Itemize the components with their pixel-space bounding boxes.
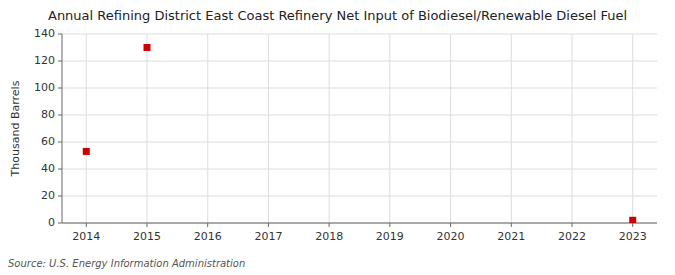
x-grid-line	[329, 34, 330, 223]
x-tick-label: 2016	[194, 230, 222, 243]
y-tick	[58, 34, 62, 35]
x-tick-label: 2015	[133, 230, 161, 243]
x-grid-line	[511, 34, 512, 223]
y-axis-label: Thousand Barrels	[9, 80, 22, 177]
x-grid-line	[86, 34, 87, 223]
title: Annual Refining District East Coast Refi…	[48, 8, 627, 23]
y-tick-label: 20	[41, 189, 55, 202]
y-tick-label: 140	[34, 27, 55, 40]
y-tick-label: 120	[34, 54, 55, 67]
x-grid-line	[632, 34, 633, 223]
x-tick	[632, 223, 633, 227]
y-tick	[58, 142, 62, 143]
y-grid-line	[62, 115, 657, 116]
y-grid-line	[62, 196, 657, 197]
x-grid-line	[207, 34, 208, 223]
y-tick-label: 0	[48, 216, 55, 229]
points	[83, 44, 636, 223]
x-tick	[207, 223, 208, 227]
y-tick	[58, 61, 62, 62]
x-tick	[268, 223, 269, 227]
x-axis-line	[62, 223, 657, 224]
x-grid-line	[268, 34, 269, 223]
y-grid-line	[62, 142, 657, 143]
y-tick	[58, 196, 62, 197]
x-tick-label: 2023	[619, 230, 647, 243]
x-tick	[147, 223, 148, 227]
x-tick-label: 2017	[254, 230, 282, 243]
y-tick-label: 100	[34, 81, 55, 94]
point	[83, 148, 90, 155]
x-tick	[572, 223, 573, 227]
point	[629, 217, 636, 223]
grid	[62, 34, 657, 223]
x-tick	[389, 223, 390, 227]
y-tick-label: 40	[41, 162, 55, 175]
x-tick-label: 2018	[315, 230, 343, 243]
x-grid-line	[572, 34, 573, 223]
x-grid-line	[147, 34, 148, 223]
x-tick	[450, 223, 451, 227]
y-tick-label: 80	[41, 108, 55, 121]
x-tick	[329, 223, 330, 227]
y-axis-line	[62, 34, 63, 223]
y-grid-line	[62, 34, 657, 35]
source-note: Source: U.S. Energy Information Administ…	[8, 258, 245, 269]
point	[144, 44, 151, 51]
x-tick	[511, 223, 512, 227]
y-grid-line	[62, 61, 657, 62]
x-tick-label: 2014	[72, 230, 100, 243]
x-tick-label: 2019	[376, 230, 404, 243]
y-tick	[58, 169, 62, 170]
y-tick	[58, 88, 62, 89]
x-tick-label: 2020	[437, 230, 465, 243]
y-tick	[58, 115, 62, 116]
y-grid-line	[62, 88, 657, 89]
y-tick	[58, 223, 62, 224]
x-tick-label: 2022	[558, 230, 586, 243]
x-grid-line	[450, 34, 451, 223]
x-tick-label: 2021	[497, 230, 525, 243]
y-grid-line	[62, 223, 657, 224]
chart: 0 20 40 60 80 100 120 140 2014 2015 2016 2017 2018 20…	[0, 0, 675, 275]
x-tick	[86, 223, 87, 227]
y-tick-label: 60	[41, 135, 55, 148]
y-grid-line	[62, 169, 657, 170]
x-grid-line	[389, 34, 390, 223]
